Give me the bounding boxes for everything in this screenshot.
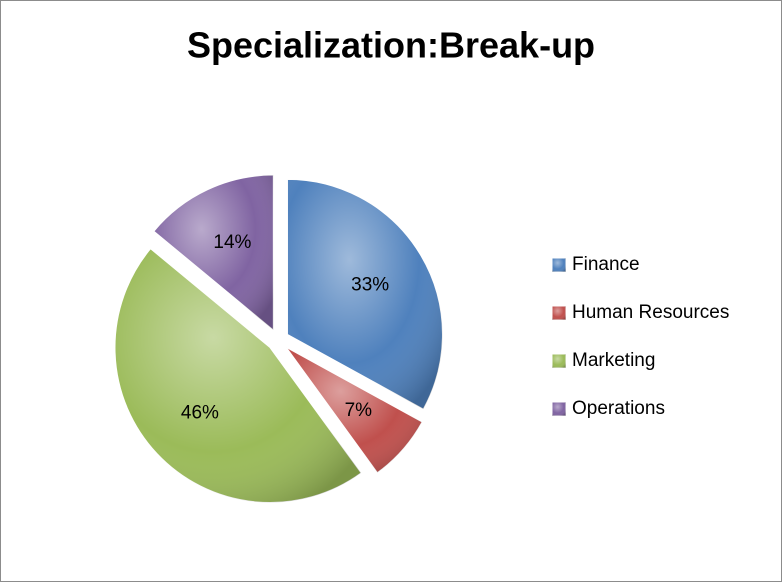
data-label: 14% — [213, 232, 251, 253]
data-label: 33% — [351, 274, 389, 295]
legend-swatch-shade — [552, 258, 566, 272]
legend-label: Marketing — [572, 350, 655, 371]
chart-title: Specialization:Break-up — [187, 25, 595, 66]
data-label: 7% — [345, 400, 373, 421]
legend-label: Operations — [572, 398, 665, 419]
legend-swatch-shade — [552, 402, 566, 416]
legend-swatch-shade — [552, 306, 566, 320]
legend-label: Human Resources — [572, 302, 729, 323]
legend-swatch-shade — [552, 354, 566, 368]
data-label: 46% — [181, 402, 219, 423]
legend-label: Finance — [572, 254, 640, 275]
